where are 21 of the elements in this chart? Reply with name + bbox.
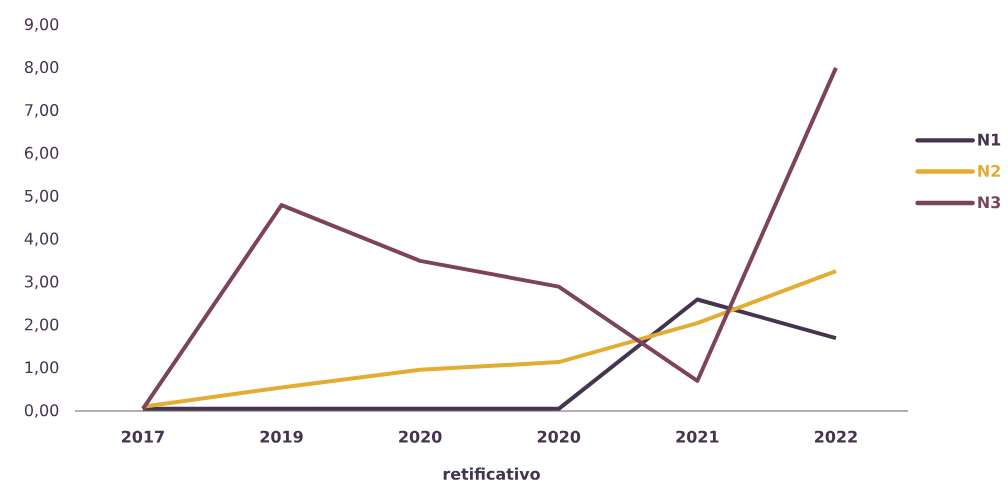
y-tick-label: 2,00 [25,318,59,333]
y-tick-label: 9,00 [24,18,59,32]
x-tick-label: 2017 [122,430,164,443]
y-tick-label: 4,00 [24,232,59,247]
x-tick-label: 2021 [676,430,719,443]
legend-label: N2 [978,164,1000,177]
y-tick-label: 1,00 [25,361,59,375]
x-tick-label: 2020 [537,430,581,443]
y-tick-label: 8,00 [24,61,59,75]
x-tick-label: 2022 [815,430,857,443]
x-axis-title: retificativo [443,467,540,480]
line-series [140,65,838,411]
legend-label: N1 [978,133,1001,146]
legend-label: N3 [978,196,1001,209]
y-tick-label: 7,00 [25,103,59,118]
y-tick-label: 6,00 [24,146,59,161]
y-tick-label: 3,00 [25,275,59,290]
x-tick-label: 2019 [260,430,303,443]
y-tick-label: 0,00 [24,404,59,418]
x-tick-label: 2020 [399,430,442,443]
y-tick-label: 5,00 [25,189,59,204]
